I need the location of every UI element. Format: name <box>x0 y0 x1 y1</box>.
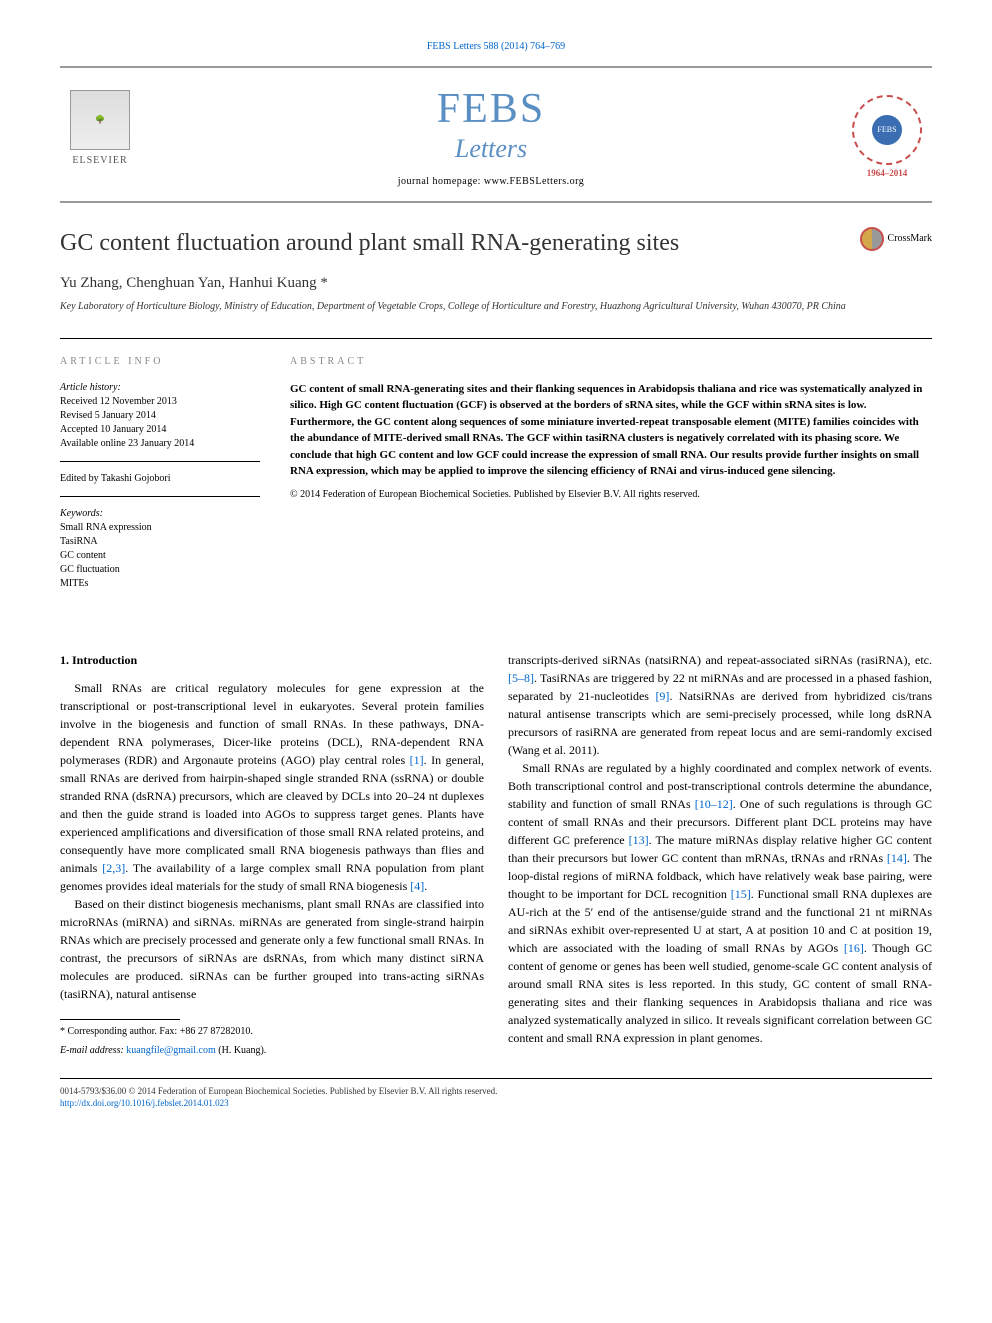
journal-homepage-link[interactable]: www.FEBSLetters.org <box>484 176 584 187</box>
publisher-name: ELSEVIER <box>72 154 127 168</box>
journal-homepage: journal homepage: www.FEBSLetters.org <box>398 175 585 189</box>
citation-link[interactable]: [14] <box>887 851 907 865</box>
journal-logo-sub: Letters <box>398 131 585 167</box>
header-citation: FEBS Letters 588 (2014) 764–769 <box>60 40 932 54</box>
journal-banner: 🌳 ELSEVIER FEBS Letters journal homepage… <box>60 66 932 203</box>
editor-line: Edited by Takashi Gojobori <box>60 472 260 497</box>
article-title: GC content fluctuation around plant smal… <box>60 227 860 261</box>
anniversary-years: 1964–2014 <box>842 167 932 180</box>
abstract-copyright: © 2014 Federation of European Biochemica… <box>290 488 932 502</box>
doi-footer: 0014-5793/$36.00 © 2014 Federation of Eu… <box>60 1078 932 1110</box>
intro-para-4: Small RNAs are regulated by a highly coo… <box>508 759 932 1047</box>
intro-para-3: transcripts-derived siRNAs (natsiRNA) an… <box>508 651 932 759</box>
crossmark-label: CrossMark <box>888 232 932 246</box>
article-history: Article history: Received 12 November 20… <box>60 381 260 462</box>
journal-logo-block: FEBS Letters journal homepage: www.FEBSL… <box>398 80 585 189</box>
corresponding-author: * Corresponding author. Fax: +86 27 8728… <box>60 1024 484 1039</box>
crossmark-badge[interactable]: CrossMark <box>860 227 932 251</box>
affiliation: Key Laboratory of Horticulture Biology, … <box>60 300 932 314</box>
corresponding-email: E-mail address: kuangfile@gmail.com (H. … <box>60 1043 484 1058</box>
authors: Yu Zhang, Chenghuan Yan, Hanhui Kuang * <box>60 273 932 294</box>
citation-link[interactable]: [9] <box>655 689 669 703</box>
anniversary-center-icon: FEBS <box>872 115 902 145</box>
citation-link[interactable]: [1] <box>410 753 424 767</box>
citation-link[interactable]: [4] <box>410 879 424 893</box>
left-column: 1. Introduction Small RNAs are critical … <box>60 651 484 1058</box>
citation-link[interactable]: [13] <box>629 833 649 847</box>
doi-link[interactable]: http://dx.doi.org/10.1016/j.febslet.2014… <box>60 1098 229 1108</box>
citation-link[interactable]: [2,3] <box>102 861 125 875</box>
abstract-heading: ABSTRACT <box>290 355 932 369</box>
citation-link[interactable]: [10–12] <box>695 797 733 811</box>
citation-link[interactable]: [16] <box>844 941 864 955</box>
email-link[interactable]: kuangfile@gmail.com <box>126 1045 215 1056</box>
article-info-sidebar: ARTICLE INFO Article history: Received 1… <box>60 355 260 611</box>
elsevier-logo[interactable]: 🌳 ELSEVIER <box>60 90 140 180</box>
right-column: transcripts-derived siRNAs (natsiRNA) an… <box>508 651 932 1058</box>
elsevier-tree-icon: 🌳 <box>70 90 130 150</box>
citation-link[interactable]: [5–8] <box>508 671 534 685</box>
intro-para-2: Based on their distinct biogenesis mecha… <box>60 895 484 1003</box>
abstract-text: GC content of small RNA-generating sites… <box>290 381 932 480</box>
abstract-column: ABSTRACT GC content of small RNA-generat… <box>290 355 932 611</box>
anniversary-logo: FEBS 1964–2014 <box>842 90 932 180</box>
section-1-heading: 1. Introduction <box>60 651 484 669</box>
body-text: 1. Introduction Small RNAs are critical … <box>60 651 932 1058</box>
citation-link[interactable]: [15] <box>731 887 751 901</box>
keywords-block: Keywords: Small RNA expression TasiRNA G… <box>60 507 260 601</box>
article-info-heading: ARTICLE INFO <box>60 355 260 369</box>
crossmark-icon <box>860 227 884 251</box>
intro-para-1: Small RNAs are critical regulatory molec… <box>60 679 484 895</box>
